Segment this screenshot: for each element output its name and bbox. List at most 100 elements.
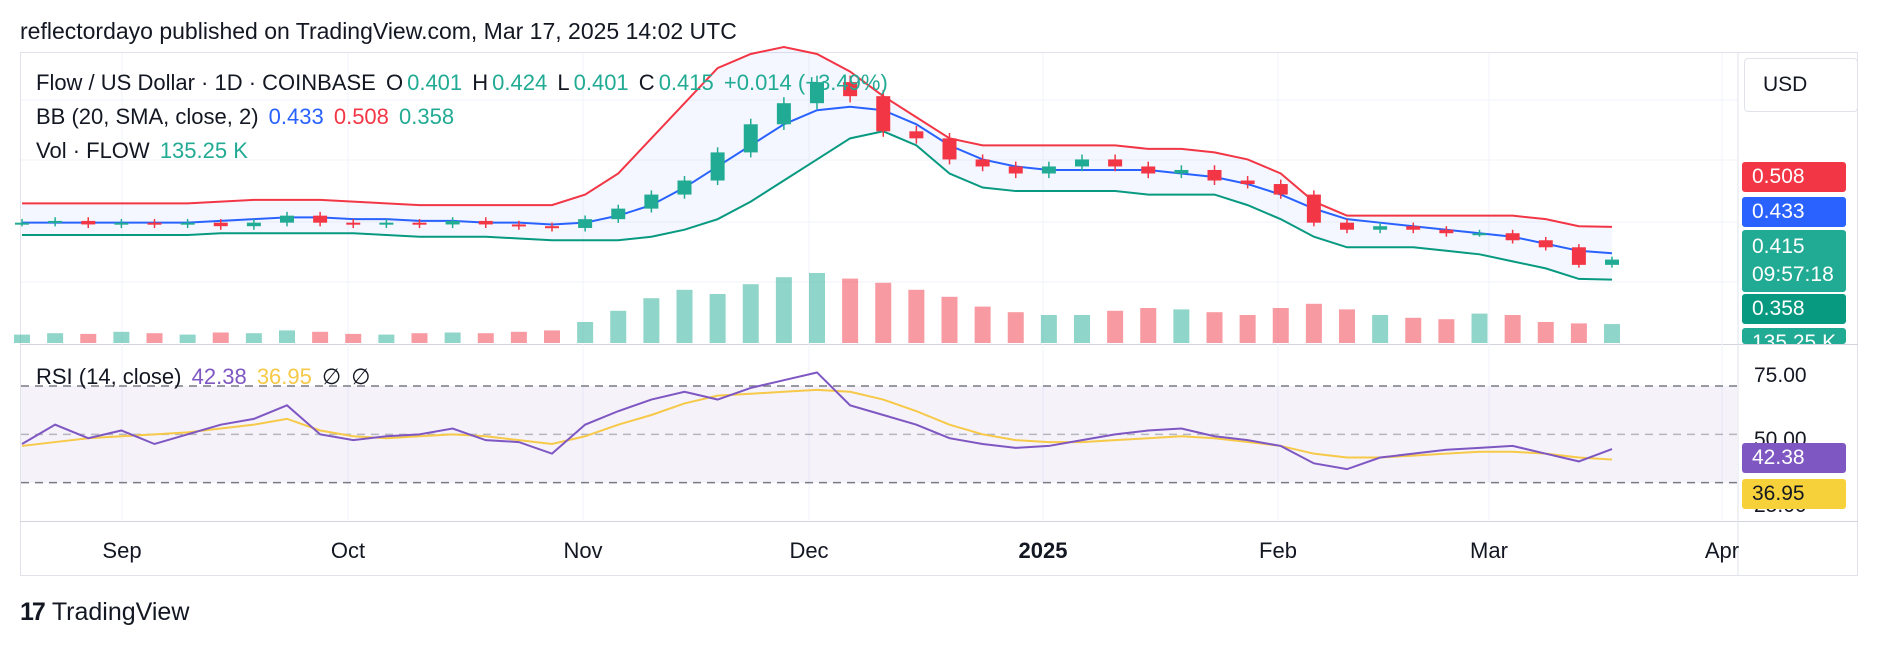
candle-body [1306,194,1321,223]
volume-bar [444,332,461,343]
candle-body [313,215,328,223]
pane-separator-rsi [20,521,1858,522]
candle-body [909,131,924,139]
rsi-axis-75: 75.00 [1754,364,1807,387]
candle-body [710,152,725,181]
high-value: 0.424 [492,70,548,95]
rsi-value: 42.38 [191,364,247,389]
volume-bar [1007,312,1024,343]
rsi-line [21,371,1613,471]
volume-bar [146,333,163,343]
rsi-ma-value: 36.95 [256,364,312,389]
volume-bar [279,330,295,343]
volume-bar [676,289,693,343]
candle-body [147,222,162,225]
tradingview-logo[interactable]: 17 TradingView [20,598,189,627]
volume-bar [974,306,991,343]
volume-bar [1405,317,1422,343]
candle-body [545,226,559,229]
candle-body [246,222,261,227]
volume-bar [709,294,726,343]
bb-middle-value: 0.433 [268,104,324,129]
volume-bar [1372,315,1389,343]
bb-lower-value: 0.358 [399,104,455,129]
volume-label: Vol · FLOW [36,138,150,163]
volume-bar [577,322,594,343]
rsi-legend[interactable]: RSI (14, close) 42.38 36.95 ∅ ∅ [36,364,374,390]
chart-frame [20,52,1858,576]
volume-bar [1604,324,1620,343]
volume-bar [212,332,229,343]
close-value: 0.415 [658,70,714,95]
volume-bar [510,331,527,343]
volume-bar [908,289,925,343]
na-icon: ∅ [351,364,371,389]
volume-bar [1272,308,1289,343]
volume-bar [113,331,130,343]
x-label-mar: Mar [1470,538,1508,563]
candle-body [1207,169,1222,181]
candle-body [1439,229,1454,234]
candle-body [379,222,394,225]
candle-body [1340,222,1354,230]
candle-body [48,220,63,223]
candle-body [1373,226,1388,230]
brand-name: TradingView [51,598,190,626]
x-label-feb: Feb [1259,538,1297,563]
candle-body [114,222,129,225]
candle-body [445,220,460,225]
volume-value: 135.25 K [159,138,248,163]
volume-bar [1239,315,1256,343]
bb-lower-tag: 0.358 [1742,294,1846,324]
candle-body [810,82,824,104]
x-label-apr: Apr [1704,538,1740,563]
candle-body [1141,166,1156,174]
volume-bar [1438,319,1455,343]
open-label: O [385,70,404,95]
candle-body [1406,226,1421,230]
volume-bar [80,333,97,343]
volume-bar [1074,315,1090,343]
last-price-tag: 0.415 09:57:18 [1742,230,1846,292]
rsi-label: RSI (14, close) [36,364,182,389]
rsi-ma-tag: 36.95 [1742,479,1846,509]
rsi-ma-line [21,388,1613,461]
bb-upper-value: 0.508 [333,104,389,129]
publish-header: reflectordayo published on TradingView.c… [20,18,737,44]
volume-bar [1040,315,1057,343]
last-price: 0.415 [1752,235,1805,258]
high-label: H [472,70,489,95]
bar-countdown: 09:57:18 [1752,263,1834,286]
volume-bar [1504,315,1521,343]
candle-body [1273,184,1288,195]
pane-separator-price [20,344,1858,345]
currency-selector[interactable]: USD [1744,58,1858,112]
candle-body [1075,159,1089,167]
candle-body [975,159,990,167]
candle-body [1008,166,1023,174]
x-label-nov: Nov [563,538,603,563]
volume-bar [1305,303,1322,343]
volume-bar [14,334,30,343]
rsi-tag: 42.38 [1742,443,1846,473]
volume-bar [1339,309,1355,343]
symbol-legend[interactable]: Flow / US Dollar · 1D · COINBASE O 0.401 … [36,70,892,96]
candle-body [677,180,692,195]
candle-body [644,194,659,209]
volume-bar [179,334,196,343]
volume-bar [345,333,362,343]
volume-legend[interactable]: Vol · FLOW 135.25 K [36,138,252,164]
volume-bar [809,273,825,343]
candle-body [412,222,427,225]
candle-body [1571,247,1586,265]
candle-body [611,208,626,220]
volume-bar [875,282,892,343]
symbol-title: Flow / US Dollar · 1D · COINBASE [36,70,376,95]
candle-body [346,222,361,225]
bb-legend[interactable]: BB (20, SMA, close, 2) 0.433 0.508 0.358 [36,104,458,130]
x-label-sep: Sep [102,538,142,563]
candle-body [776,103,791,125]
volume-bar [544,330,560,343]
candle-body [876,96,891,132]
